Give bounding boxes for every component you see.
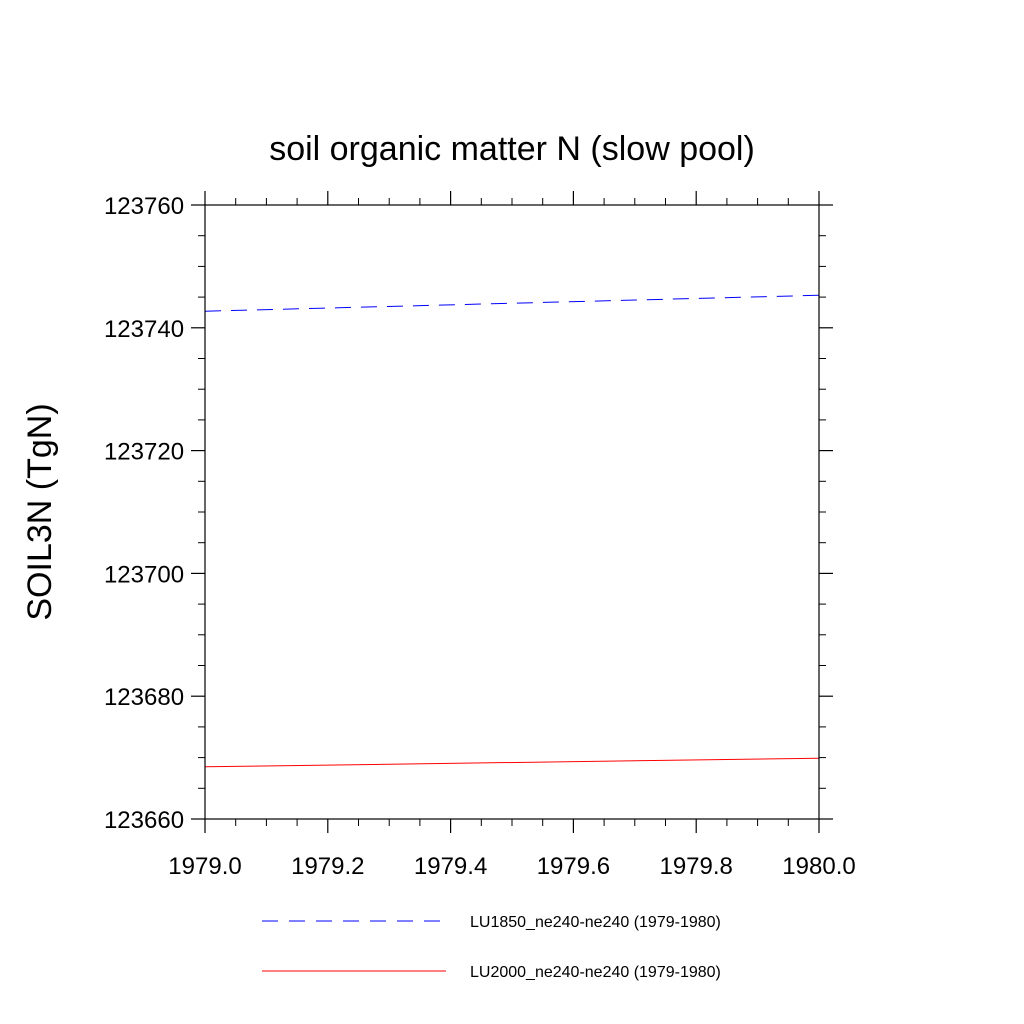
series-line-2: [204, 757, 820, 768]
y-ticks: 123660 123680 123700 123720 123740 123760: [104, 193, 833, 834]
y-tick-label: 123720: [104, 439, 184, 466]
x-tick-label: 1979.2: [291, 853, 364, 880]
y-tick-label: 123660: [104, 807, 184, 834]
legend-label-2: LU2000_ne240-ne240 (1979-1980): [470, 964, 721, 981]
plot-frame: [204, 204, 820, 820]
y-tick-label: 123680: [104, 684, 184, 711]
plot-area: 1979.0 1979.2 1979.4 1979.6 1979.8 1980.0 123…: [104, 191, 856, 880]
series-line-1: [204, 294, 820, 312]
y-tick-label: 123740: [104, 316, 184, 343]
x-ticks: 1979.0 1979.2 1979.4 1979.6 1979.8 1980.0: [168, 191, 856, 880]
y-tick-label: 123700: [104, 561, 184, 588]
x-tick-label: 1979.0: [168, 853, 241, 880]
legend-label-1: LU1850_ne240-ne240 (1979-1980): [470, 914, 721, 931]
y-tick-label: 123760: [104, 193, 184, 220]
legend: LU1850_ne240-ne240 (1979-1980) LU2000_ne2…: [262, 914, 721, 981]
series-layer: [204, 294, 820, 768]
x-tick-label: 1980.0: [782, 853, 855, 880]
x-tick-label: 1979.4: [414, 853, 487, 880]
chart-title: soil organic matter N (slow pool): [269, 130, 755, 168]
y-axis-label: SOIL3N (TgN): [21, 403, 59, 620]
x-tick-label: 1979.6: [537, 853, 610, 880]
x-tick-label: 1979.8: [659, 853, 732, 880]
